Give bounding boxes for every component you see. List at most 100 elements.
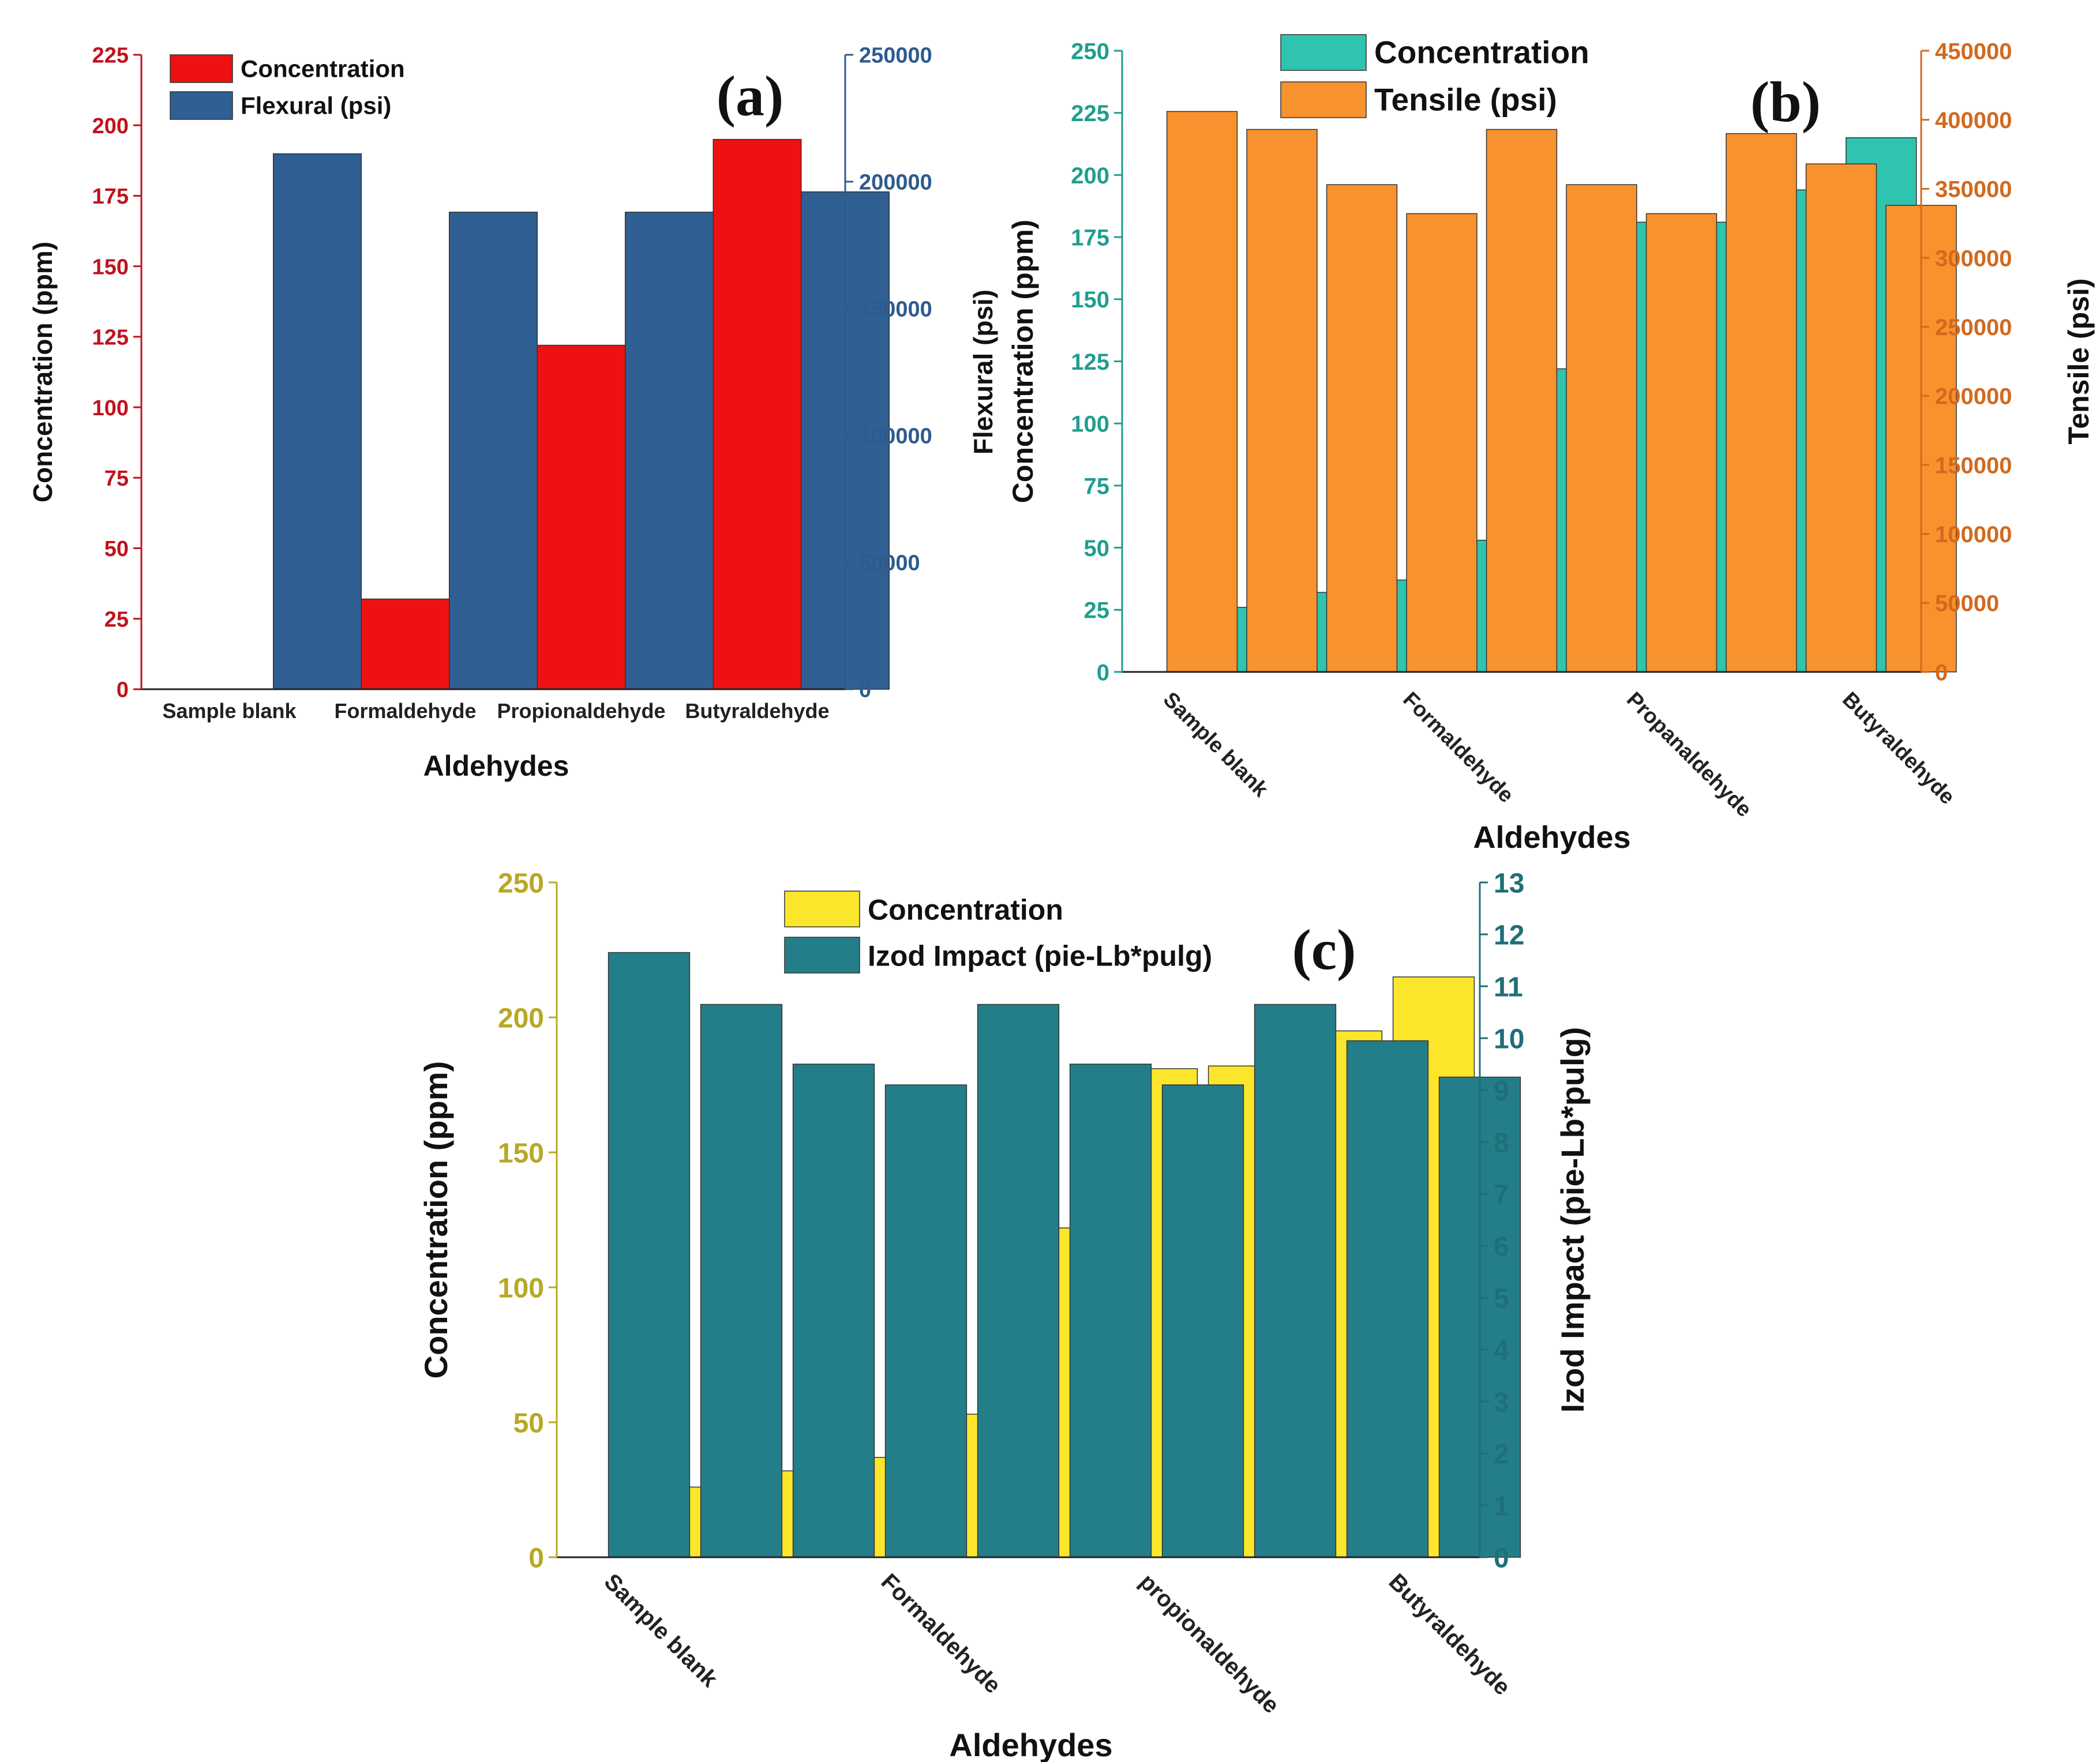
right-tick-label: 1 [1494,1491,1509,1521]
bar-izod-impact-pie-lb-pulg- [884,1084,967,1558]
legend-label: Concentration [241,55,405,82]
left-tick-label: 175 [1071,226,1109,251]
left-tick-label: 75 [1084,474,1110,499]
left-tick-label: 0 [528,1543,544,1573]
left-tick-label: 0 [117,678,129,702]
legend-label: Concentration [868,894,1063,926]
right-axis-title: Flexural (psi) [968,290,998,454]
bar-tensile-psi- [1726,133,1797,673]
bar-tensile-psi- [1805,163,1877,673]
bar-flexural-psi- [625,212,714,690]
left-tick-label: 250 [1071,39,1109,64]
x-axis-title: Aldehydes [1473,820,1630,855]
right-tick-label: 12 [1494,920,1524,950]
category-label: Butyraldehyde [685,699,829,723]
legend-swatch [784,937,860,974]
right-tick-label: 5 [1494,1283,1509,1314]
bar-izod-impact-pie-lb-pulg- [1254,1004,1337,1558]
legend-label: Izod Impact (pie-Lb*pulg) [868,940,1212,972]
left-tick-label: 150 [498,1138,544,1169]
left-tick-label: 50 [104,537,129,561]
right-tick-label: 0 [1935,660,1948,685]
category-label: Formaldehyde [334,699,476,723]
legend-swatch [170,54,233,83]
left-tick-label: 0 [1097,660,1109,685]
right-tick-label: 200000 [859,171,932,195]
right-tick-label: 6 [1494,1231,1509,1262]
bar-izod-impact-pie-lb-pulg- [700,1004,783,1558]
bar-tensile-psi- [1566,184,1637,673]
bar-tensile-psi- [1326,184,1398,673]
right-tick-label: 50000 [859,551,920,576]
bar-izod-impact-pie-lb-pulg- [608,952,691,1558]
right-tick-label: 200000 [1935,384,2012,409]
x-axis-title: Aldehydes [423,750,569,782]
left-axis-title: Concentration (ppm) [1007,220,1039,504]
right-tick-label: 13 [1494,868,1524,899]
right-tick-label: 2 [1494,1439,1509,1470]
left-tick-label: 25 [1084,598,1110,623]
left-tick-label: 50 [1084,536,1110,561]
category-label: Propionaldehyde [497,699,665,723]
legend-swatch [170,91,233,120]
bar-tensile-psi- [1406,213,1477,673]
bar-tensile-psi- [1246,129,1318,673]
left-tick-label: 150 [92,255,129,279]
right-tick-label: 400000 [1935,108,2012,133]
legend-swatch [784,891,860,927]
panel-tag: (c) [1292,918,1356,982]
right-tick-label: 300000 [1935,246,2012,271]
right-tick-label: 0 [1494,1543,1509,1573]
right-tick-label: 10 [1494,1024,1524,1054]
left-tick-label: 50 [513,1408,544,1438]
x-axis-title: Aldehydes [949,1727,1112,1762]
right-tick-label: 50000 [1935,591,1999,617]
left-axis-title: Concentration (ppm) [418,1061,454,1379]
bar-izod-impact-pie-lb-pulg- [1161,1084,1244,1558]
bar-concentration [712,138,802,690]
legend-label: Flexural (psi) [241,92,391,119]
right-tick-label: 250000 [1935,315,2012,340]
bar-tensile-psi- [1645,213,1717,673]
left-tick-label: 200 [1071,163,1109,189]
legend-swatch [1280,34,1367,71]
right-tick-label: 100000 [1935,522,2012,547]
right-tick-label: 350000 [1935,177,2012,202]
left-tick-label: 100 [1071,412,1109,437]
left-tick-label: 125 [1071,350,1109,375]
left-axis-title: Concentration (ppm) [28,242,58,502]
panel-tag: (a) [717,64,784,128]
right-tick-label: 0 [859,678,871,702]
right-tick-label: 450000 [1935,39,2012,64]
right-tick-label: 11 [1494,972,1523,1002]
right-tick-label: 3 [1494,1387,1509,1418]
right-tick-label: 150000 [859,298,932,322]
bar-flexural-psi- [273,153,362,690]
panel-tag: (b) [1750,70,1821,134]
left-tick-label: 250 [498,868,544,899]
right-tick-label: 250000 [859,44,932,68]
bar-tensile-psi- [1486,129,1558,673]
right-tick-label: 7 [1494,1179,1509,1210]
chart-panel-a: 0 25 50 75 100 125 150 175 200 225 0 50000 100000 150… [28,44,998,782]
left-tick-label: 25 [104,607,129,632]
legend-label: Concentration [1374,35,1589,70]
left-tick-label: 100 [92,396,129,420]
left-tick-label: 150 [1071,287,1109,313]
right-axis-title: Izod Impact (pie-Lb*pulg) [1554,1027,1591,1413]
chart-panel-b: 0 25 50 75 100 125 150 175 200 225 250 0 50000 100000… [1007,34,2095,855]
bar-concentration [537,344,626,690]
chart-panel-c: 050100150200250012345678910111213Sample … [418,868,1591,1762]
category-label: Sample blank [162,699,297,723]
left-tick-label: 200 [92,114,129,138]
left-tick-label: 225 [92,44,129,68]
right-tick-label: 150000 [1935,453,2012,478]
left-tick-label: 100 [498,1273,544,1303]
legend-label: Tensile (psi) [1374,82,1557,118]
right-tick-label: 9 [1494,1076,1509,1106]
left-tick-label: 225 [1071,101,1109,126]
bar-concentration [361,598,450,690]
right-tick-label: 4 [1494,1335,1509,1366]
bar-izod-impact-pie-lb-pulg- [792,1064,875,1558]
